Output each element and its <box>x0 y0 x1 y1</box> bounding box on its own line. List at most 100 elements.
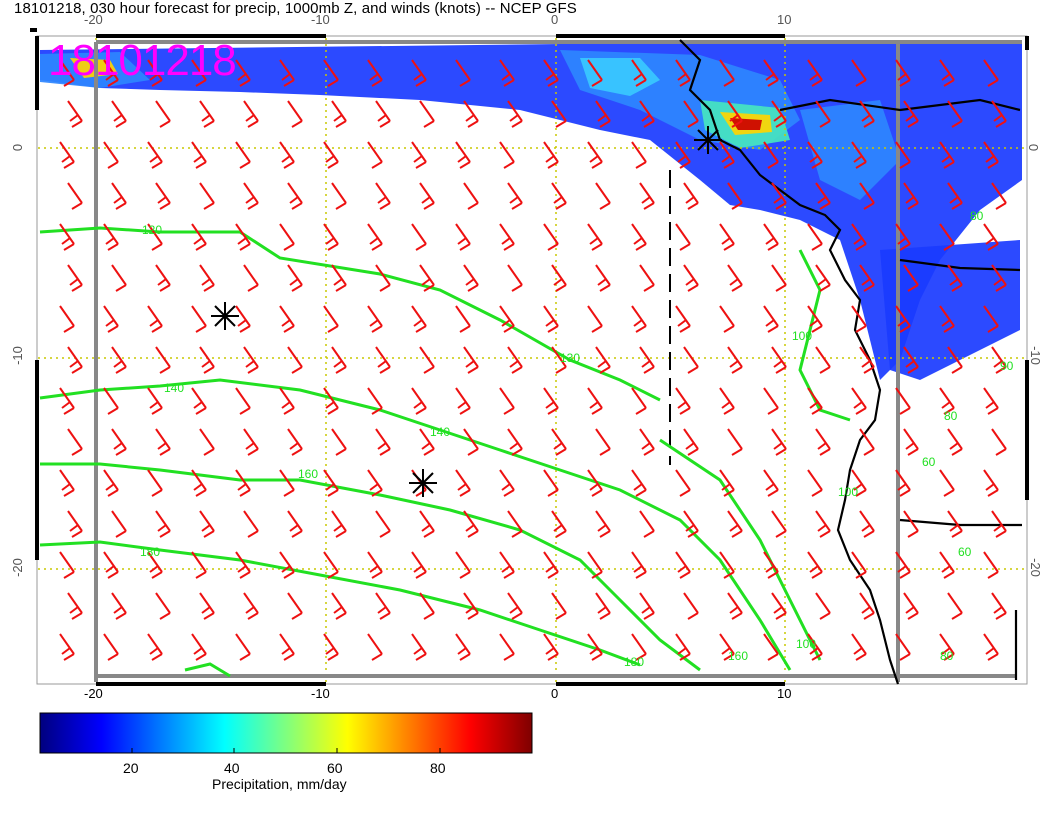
wind-barb <box>991 264 1007 292</box>
asterisk-markers <box>211 126 722 497</box>
wind-barb <box>991 182 1007 210</box>
wind-barb <box>631 305 647 333</box>
wind-barb <box>763 469 779 497</box>
contour-label: 100 <box>796 637 816 651</box>
bottom-lon-label: -10 <box>311 686 330 701</box>
colorbar-ticks <box>131 748 441 753</box>
wind-barb <box>903 346 919 374</box>
wind-barb <box>859 264 875 292</box>
wind-barb <box>331 346 347 374</box>
wind-barb <box>235 387 251 415</box>
wind-barb <box>639 100 655 128</box>
wind-barb <box>639 428 655 456</box>
wind-barb <box>771 428 787 456</box>
wind-barb <box>639 264 655 292</box>
lat-lon-grid <box>38 38 1025 682</box>
precip-field <box>40 44 1022 380</box>
wind-barb <box>103 551 119 579</box>
wind-barb <box>675 305 691 333</box>
wind-barb <box>587 633 603 661</box>
wind-barb <box>59 141 75 169</box>
wind-barb <box>631 469 647 497</box>
wind-barb <box>507 100 523 128</box>
wind-barb <box>947 264 963 292</box>
wind-barb <box>155 510 171 538</box>
wind-barb <box>455 305 471 333</box>
wind-barb <box>859 346 875 374</box>
wind-barb <box>111 100 127 128</box>
wind-barb <box>859 428 875 456</box>
wind-barb <box>67 592 83 620</box>
wind-barb <box>243 100 259 128</box>
wind-barb <box>763 387 779 415</box>
wind-barb <box>939 469 955 497</box>
wind-barb <box>851 223 867 251</box>
wind-barb <box>543 59 559 87</box>
wind-barb <box>103 59 119 87</box>
wind-barb <box>287 346 303 374</box>
height-contours <box>39 226 851 678</box>
wind-barb <box>983 223 999 251</box>
wind-barb <box>631 223 647 251</box>
wind-barb <box>419 510 435 538</box>
wind-barb <box>991 346 1007 374</box>
wind-barb <box>551 100 567 128</box>
wind-barb <box>323 141 339 169</box>
contour-line <box>39 540 641 667</box>
wind-barb <box>683 182 699 210</box>
contour-label: 160 <box>728 649 748 663</box>
wind-barb <box>807 387 823 415</box>
wind-barb <box>807 223 823 251</box>
wind-barb <box>59 387 75 415</box>
wind-barb <box>983 387 999 415</box>
contour-label: 60 <box>958 545 972 559</box>
wind-barb <box>771 346 787 374</box>
wind-barb <box>551 182 567 210</box>
wind-barb <box>375 346 391 374</box>
wind-barb <box>455 141 471 169</box>
wind-barb <box>155 428 171 456</box>
wind-barb <box>675 633 691 661</box>
wind-barb <box>551 592 567 620</box>
wind-barb <box>331 592 347 620</box>
wind-barb <box>587 141 603 169</box>
wind-barb <box>411 59 427 87</box>
wind-barb <box>367 305 383 333</box>
wind-barb <box>947 428 963 456</box>
wind-barb <box>199 100 215 128</box>
wind-barb <box>287 264 303 292</box>
wind-barb <box>375 264 391 292</box>
coastline-segment <box>679 39 900 685</box>
wind-barb <box>771 100 787 128</box>
wind-barb <box>947 592 963 620</box>
wind-barb <box>947 346 963 374</box>
wind-barb <box>411 551 427 579</box>
asterisk-marker <box>694 126 722 154</box>
wind-barb <box>947 510 963 538</box>
wind-barb <box>419 592 435 620</box>
wind-barb <box>595 428 611 456</box>
wind-barb <box>983 59 999 87</box>
wind-barb <box>331 428 347 456</box>
wind-barb <box>367 469 383 497</box>
wind-barb <box>727 592 743 620</box>
wind-barb <box>59 223 75 251</box>
wind-barb <box>683 346 699 374</box>
wind-barb <box>375 428 391 456</box>
wind-barb <box>499 633 515 661</box>
wind-barb <box>991 510 1007 538</box>
bottom-lon-label: -20 <box>84 686 103 701</box>
wind-barb <box>419 346 435 374</box>
wind-barb <box>543 469 559 497</box>
wind-barb <box>763 141 779 169</box>
colorbar-tick-label: 80 <box>430 760 446 776</box>
wind-barb <box>939 223 955 251</box>
wind-barb <box>463 428 479 456</box>
wind-barb <box>243 510 259 538</box>
wind-barb <box>675 551 691 579</box>
wind-barb <box>851 469 867 497</box>
wind-barb <box>983 305 999 333</box>
wind-barb <box>675 223 691 251</box>
wind-barb <box>895 387 911 415</box>
wind-barb <box>235 469 251 497</box>
